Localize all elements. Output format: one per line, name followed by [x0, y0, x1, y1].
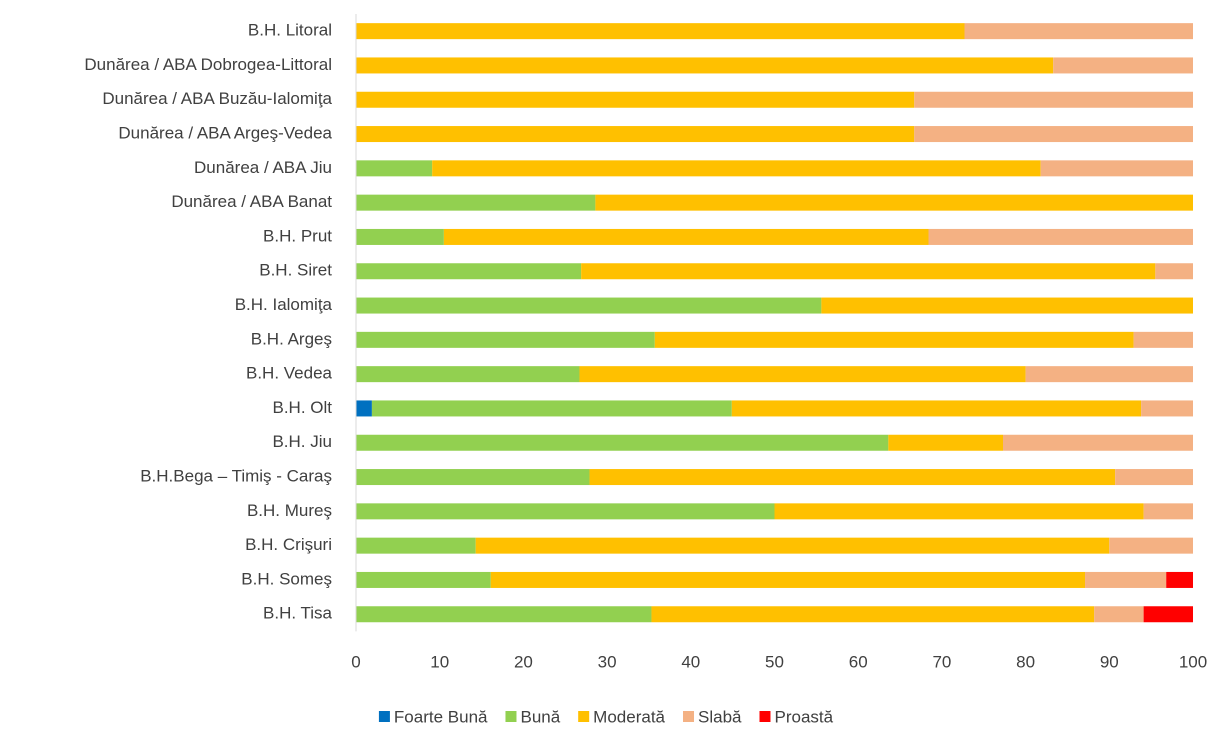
bar-segment: [356, 434, 889, 451]
bar-segment: [1166, 571, 1193, 588]
legend-swatch: [505, 711, 517, 722]
bar-segment: [356, 194, 596, 211]
bar-segment: [356, 297, 822, 314]
x-tick-label: 60: [849, 652, 868, 671]
bar-segment: [356, 503, 775, 520]
bar-segment: [356, 469, 590, 486]
legend-label: Proastă: [774, 707, 833, 726]
legend-label: Moderată: [593, 707, 665, 726]
bar-segment: [356, 23, 965, 40]
y-tick-label: B.H. Prut: [263, 226, 332, 245]
bar-segment: [432, 160, 1041, 177]
legend-swatch: [683, 711, 695, 722]
y-tick-label: B.H. Vedea: [246, 364, 333, 383]
bar-segment: [589, 469, 1116, 486]
bar-segment: [356, 571, 491, 588]
y-tick-label: Dunărea / ABA Argeş-Vedea: [118, 124, 332, 143]
legend-label: Foarte Bună: [394, 707, 488, 726]
bar-segment: [371, 400, 732, 417]
bar-segment: [888, 434, 1004, 451]
bar-segment: [651, 606, 1095, 623]
legend: Foarte Bună Bună Moderată Slabă Proastă: [378, 707, 834, 726]
y-tick-label: B.H.Bega – Timiş - Caraş: [140, 467, 332, 486]
x-tick-label: 40: [681, 652, 700, 671]
y-tick-label: Dunărea / ABA Dobrogea-Littoral: [84, 55, 332, 74]
bar-segment: [1133, 331, 1193, 348]
y-tick-label: B.H. Jiu: [272, 432, 332, 451]
bar-segment: [356, 400, 372, 417]
bar-segment: [356, 331, 655, 348]
bar-segment: [1094, 606, 1144, 623]
legend-label: Bună: [520, 707, 560, 726]
bar-segment: [1141, 400, 1193, 417]
bar-segment: [1003, 434, 1193, 451]
bar-segment: [490, 571, 1086, 588]
bar-segment: [356, 537, 476, 554]
x-tick-label: 100: [1179, 652, 1207, 671]
bar-segment: [914, 91, 1193, 108]
y-tick-label: Dunărea / ABA Banat: [171, 192, 332, 211]
bar-segment: [356, 91, 915, 108]
bar-segment: [356, 126, 915, 143]
legend-label: Slabă: [698, 707, 742, 726]
bar-segment: [1025, 366, 1193, 383]
bar-segment: [356, 606, 652, 623]
bar-segment: [1085, 571, 1167, 588]
bar-segment: [928, 228, 1193, 245]
bar-segment: [1053, 57, 1193, 74]
bar-segment: [1155, 263, 1193, 280]
bar-segment: [964, 23, 1193, 40]
y-tick-label: B.H. Olt: [272, 398, 332, 417]
y-tick-label: B.H. Litoral: [248, 21, 332, 40]
x-tick-label: 20: [514, 652, 533, 671]
y-tick-label: Dunărea / ABA Buzău-Ialomiţa: [102, 89, 332, 108]
x-tick-label: 30: [598, 652, 617, 671]
x-tick-label: 0: [351, 652, 360, 671]
bar-segment: [356, 160, 433, 177]
x-tick-label: 10: [430, 652, 449, 671]
bar-segment: [356, 263, 582, 280]
legend-swatch: [378, 711, 390, 722]
x-tick-label: 70: [932, 652, 951, 671]
bar-segment: [774, 503, 1144, 520]
legend-swatch: [759, 711, 771, 722]
bar-segment: [1143, 503, 1193, 520]
bar-segment: [731, 400, 1142, 417]
x-tick-label: 50: [765, 652, 784, 671]
x-tick-label: 80: [1016, 652, 1035, 671]
y-tick-label: B.H. Ialomiţa: [235, 295, 333, 314]
y-tick-label: Dunărea / ABA Jiu: [194, 158, 332, 177]
y-tick-label: B.H. Argeş: [251, 329, 332, 348]
bar-segment: [595, 194, 1193, 211]
bar-segment: [654, 331, 1134, 348]
bar-segment: [1109, 537, 1193, 554]
bar-segment: [1143, 606, 1193, 623]
x-tick-label: 90: [1100, 652, 1119, 671]
y-tick-label: B.H. Someş: [241, 569, 332, 588]
bar-segment: [356, 228, 444, 245]
y-tick-label: B.H. Siret: [259, 261, 332, 280]
bar-segment: [356, 57, 1054, 74]
legend-swatch: [578, 711, 590, 722]
bar-segment: [821, 297, 1193, 314]
bar-segment: [443, 228, 929, 245]
bar-segment: [356, 366, 580, 383]
bar-segment: [579, 366, 1026, 383]
bar-segment: [581, 263, 1156, 280]
bar-segment: [1115, 469, 1193, 486]
y-tick-label: B.H. Mureş: [247, 501, 332, 520]
bar-segment: [1040, 160, 1193, 177]
bar-segment: [914, 126, 1193, 143]
y-tick-label: B.H. Tisa: [263, 604, 333, 623]
y-tick-label: B.H. Crişuri: [245, 535, 332, 554]
bar-segment: [475, 537, 1110, 554]
